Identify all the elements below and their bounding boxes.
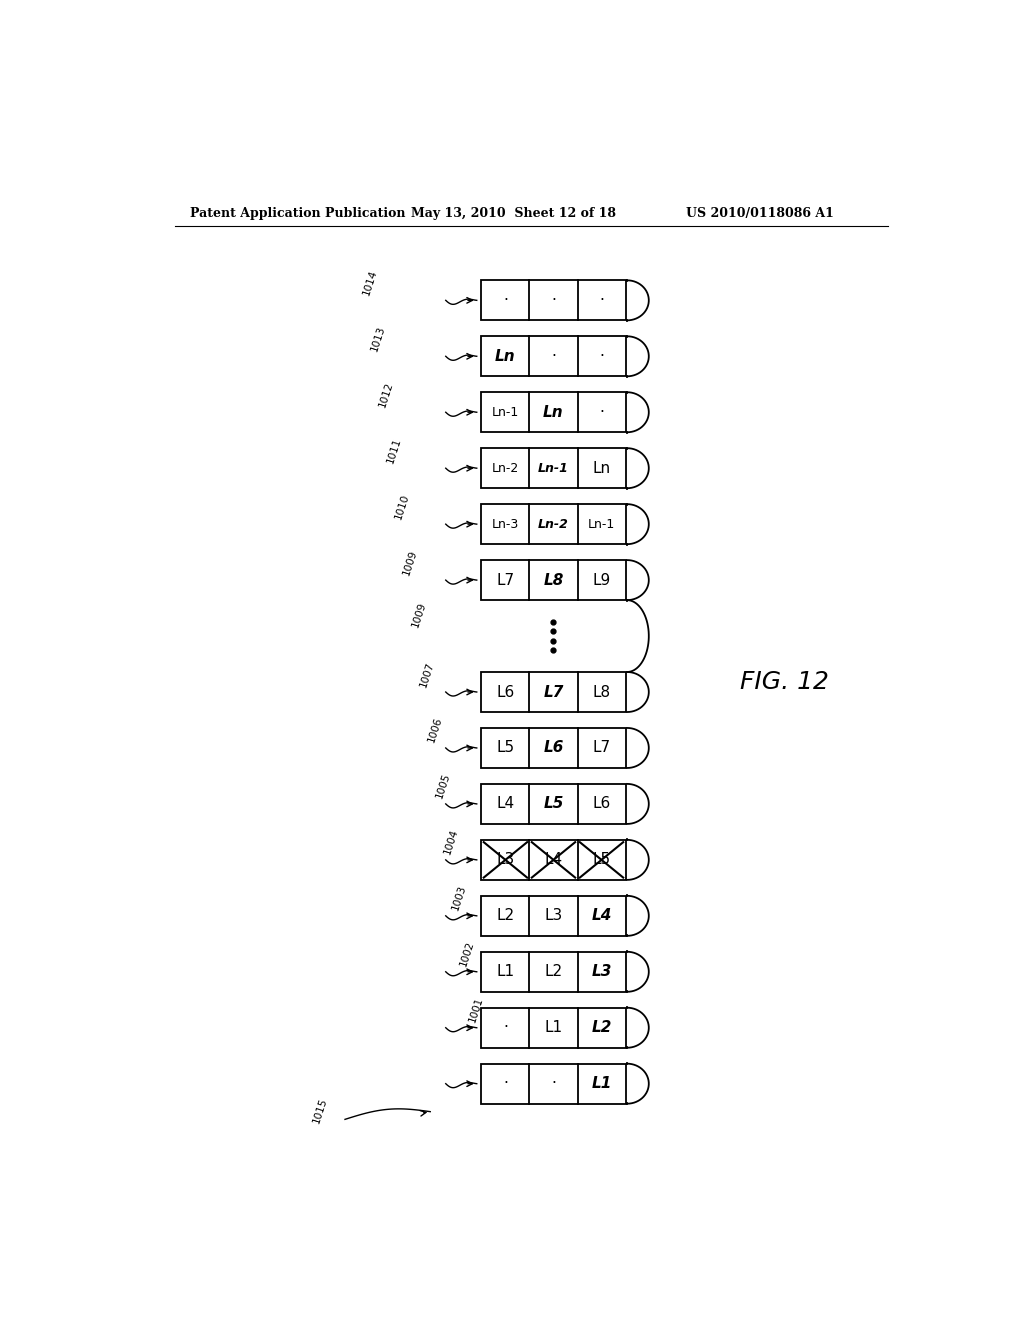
Text: 1009: 1009: [401, 548, 419, 577]
Text: L5: L5: [544, 796, 563, 812]
Text: 1006: 1006: [426, 715, 443, 744]
Bar: [481, 560, 626, 601]
Text: Ln-2: Ln-2: [538, 517, 569, 531]
Bar: [481, 1064, 626, 1104]
Text: Ln-3: Ln-3: [492, 517, 519, 531]
Text: 1002: 1002: [459, 940, 476, 968]
Text: 1004: 1004: [442, 828, 460, 855]
Text: ·: ·: [551, 1076, 556, 1092]
Text: L7: L7: [544, 685, 563, 700]
Text: 1013: 1013: [369, 325, 387, 352]
Text: ·: ·: [599, 348, 604, 364]
Text: ·: ·: [503, 1020, 508, 1035]
Text: L8: L8: [544, 573, 563, 587]
Text: L5: L5: [497, 741, 514, 755]
Text: L6: L6: [497, 685, 514, 700]
Bar: [481, 504, 626, 544]
Text: US 2010/0118086 A1: US 2010/0118086 A1: [686, 207, 834, 220]
Text: ·: ·: [599, 293, 604, 308]
Text: Ln: Ln: [593, 461, 610, 475]
Text: 1007: 1007: [418, 660, 435, 688]
Text: 1009: 1009: [411, 601, 428, 628]
Text: 1003: 1003: [451, 884, 468, 912]
Bar: [481, 449, 626, 488]
Text: Ln-1: Ln-1: [588, 517, 615, 531]
Text: L9: L9: [593, 573, 610, 587]
Bar: [481, 727, 626, 768]
Text: L5: L5: [593, 853, 610, 867]
Text: ·: ·: [599, 405, 604, 420]
Text: L3: L3: [545, 908, 562, 923]
Text: Ln-2: Ln-2: [492, 462, 519, 475]
Text: L7: L7: [497, 573, 514, 587]
Text: L4: L4: [497, 796, 514, 812]
Text: L1: L1: [497, 965, 514, 979]
Text: 1005: 1005: [434, 772, 452, 800]
Bar: [481, 952, 626, 991]
Bar: [481, 840, 626, 880]
Bar: [481, 672, 626, 711]
Text: L1: L1: [545, 1020, 562, 1035]
Text: 1015: 1015: [311, 1097, 329, 1125]
Bar: [481, 280, 626, 321]
Text: Ln: Ln: [543, 405, 564, 420]
Text: L6: L6: [544, 741, 563, 755]
Text: 1001: 1001: [467, 995, 484, 1024]
Text: Ln-1: Ln-1: [538, 462, 569, 475]
Text: L3: L3: [497, 853, 514, 867]
Text: L3: L3: [591, 965, 611, 979]
Text: 1010: 1010: [393, 492, 412, 520]
Text: Ln-1: Ln-1: [492, 405, 519, 418]
Text: L2: L2: [591, 1020, 611, 1035]
Text: L4: L4: [545, 853, 562, 867]
Text: FIG. 12: FIG. 12: [740, 671, 829, 694]
Text: L8: L8: [593, 685, 610, 700]
Text: L7: L7: [593, 741, 610, 755]
Text: L1: L1: [591, 1076, 611, 1092]
Text: ·: ·: [503, 1076, 508, 1092]
Bar: [481, 784, 626, 824]
Bar: [481, 896, 626, 936]
Text: 1011: 1011: [385, 436, 403, 465]
Text: ·: ·: [551, 293, 556, 308]
Text: L4: L4: [591, 908, 611, 923]
Text: May 13, 2010  Sheet 12 of 18: May 13, 2010 Sheet 12 of 18: [411, 207, 615, 220]
Text: L6: L6: [593, 796, 610, 812]
Bar: [481, 392, 626, 432]
Text: Patent Application Publication: Patent Application Publication: [190, 207, 406, 220]
Text: 1012: 1012: [377, 380, 395, 408]
Text: Ln: Ln: [496, 348, 516, 364]
Text: L2: L2: [545, 965, 562, 979]
Text: ·: ·: [503, 293, 508, 308]
Text: 1014: 1014: [361, 268, 379, 297]
Bar: [481, 337, 626, 376]
Text: ·: ·: [551, 348, 556, 364]
Text: L2: L2: [497, 908, 514, 923]
Bar: [481, 1007, 626, 1048]
